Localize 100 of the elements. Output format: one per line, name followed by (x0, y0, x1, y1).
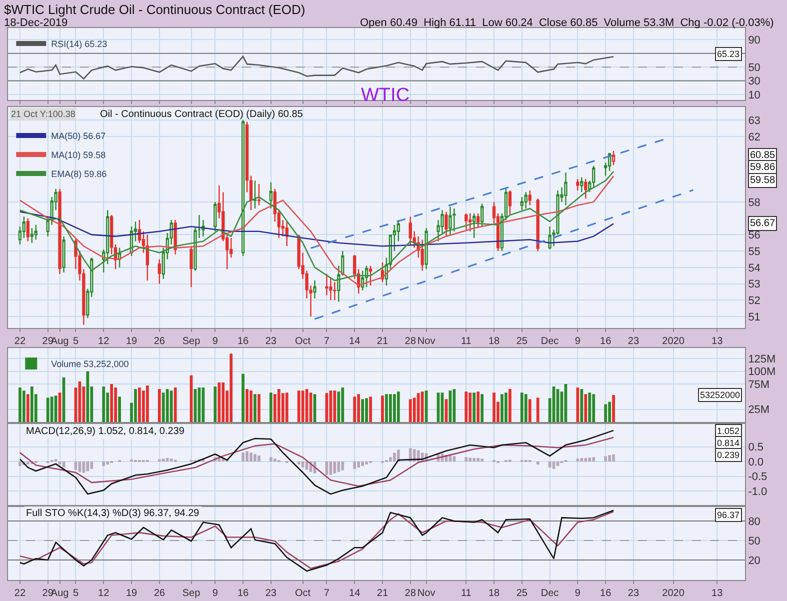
bar (270, 457, 272, 462)
candlestick (508, 190, 512, 216)
x-tick-label: 14 (349, 336, 361, 347)
candlestick (420, 239, 424, 272)
y-tick-label: 0.5 (748, 442, 764, 454)
bar (250, 452, 252, 462)
bar (420, 392, 424, 422)
x-tick-label: 9 (212, 588, 218, 599)
candlestick (253, 180, 257, 210)
candlestick (364, 265, 368, 288)
x-tick-label: 19 (126, 588, 138, 599)
candlestick (368, 265, 372, 286)
annotation: 65.23 (717, 49, 740, 59)
x-tick-label: 2020 (662, 588, 685, 599)
bar (258, 394, 260, 422)
bar (353, 462, 356, 469)
bar (54, 459, 58, 462)
x-tick-label: Oct (295, 336, 311, 347)
bar (86, 462, 90, 472)
text: 59.58 (750, 175, 776, 186)
bar (166, 458, 169, 462)
x-tick-label: 13 (712, 588, 724, 599)
y-tick-label: 50 (748, 62, 760, 74)
x-tick-label: 28 (404, 588, 416, 599)
x-tick-label: 16 (237, 588, 250, 599)
bar (242, 452, 244, 462)
y-tick-label: 56 (748, 230, 760, 242)
y-tick-label: 53 (748, 278, 760, 291)
bar (389, 394, 392, 422)
candlestick (476, 212, 480, 229)
candlestick (285, 220, 288, 247)
bar (285, 392, 288, 422)
bar (584, 458, 588, 462)
bar (297, 462, 300, 464)
bar (452, 456, 456, 462)
candlestick (257, 183, 261, 206)
chart-subtitle: 18-Dec-2019 (4, 17, 68, 29)
x-tick-label: 18 (488, 588, 500, 599)
bar (277, 389, 280, 422)
x-tick-label: 11 (460, 588, 472, 599)
y-tick-label: 25M (748, 404, 770, 416)
annotation: 0.814 (717, 438, 740, 448)
bar (273, 458, 276, 462)
bar (333, 390, 336, 422)
x-tick-label: 16 (600, 336, 612, 347)
bar (365, 462, 368, 464)
bar (341, 388, 344, 422)
bar (528, 399, 532, 422)
candlestick (62, 236, 66, 273)
annotation: 21 Oct Y:100.38 (11, 109, 76, 119)
bar (480, 458, 484, 462)
bar (26, 462, 30, 464)
bar (608, 402, 611, 422)
bar (604, 456, 607, 462)
y-tick-label: 54 (748, 262, 760, 274)
x-tick-label: 19 (126, 336, 138, 347)
bar (250, 390, 252, 422)
chart-title: MACD(12,26,9) 1.052, 0.814, 0.239 (26, 426, 185, 437)
annotation: Open 60.49 High 61.11 Low 60.24 Close 60.85 Volume 53.3M Chg -0.02 (-0.03%) (360, 17, 774, 29)
y-tick-label: 30 (748, 76, 760, 88)
y-tick-label: 75M (748, 378, 770, 391)
annotation: WTIC (361, 85, 410, 106)
candlestick (564, 172, 568, 206)
y-tick-label: -1.0 (748, 486, 768, 498)
bar (536, 398, 540, 422)
bar (297, 390, 300, 422)
x-tick-label: Dec (540, 336, 559, 347)
bar (508, 389, 512, 422)
bar (166, 389, 169, 422)
candlestick (408, 216, 412, 246)
candlestick (146, 234, 150, 282)
candlestick (313, 280, 316, 300)
candlestick (576, 178, 580, 192)
bar (158, 389, 161, 422)
bar (580, 458, 584, 462)
bar (396, 392, 400, 422)
x-tick-label: 21 (376, 588, 388, 599)
legend-label: MA(10) 59.58 (51, 150, 106, 160)
x-tick-label: 7 (324, 336, 330, 347)
bar (357, 462, 360, 468)
line-series (19, 56, 614, 80)
bar (270, 392, 272, 422)
x-tick-label: 12 (98, 588, 110, 599)
bar (608, 455, 611, 462)
bar (214, 386, 217, 422)
bar (254, 394, 256, 422)
bar (106, 462, 110, 464)
bar (468, 458, 472, 462)
bar (504, 392, 508, 422)
x-tick-label: 23 (265, 336, 277, 347)
candlestick (520, 196, 524, 211)
x-tick-label: 23 (265, 588, 277, 599)
candlestick (452, 208, 456, 232)
annotation: 53252000 (700, 390, 740, 400)
x-tick-label: Oct (295, 588, 311, 599)
bar (246, 451, 248, 462)
bar (524, 394, 528, 422)
bar (520, 392, 524, 422)
x-tick-label: 5 (72, 336, 79, 347)
y-tick-label: 52 (748, 295, 760, 308)
